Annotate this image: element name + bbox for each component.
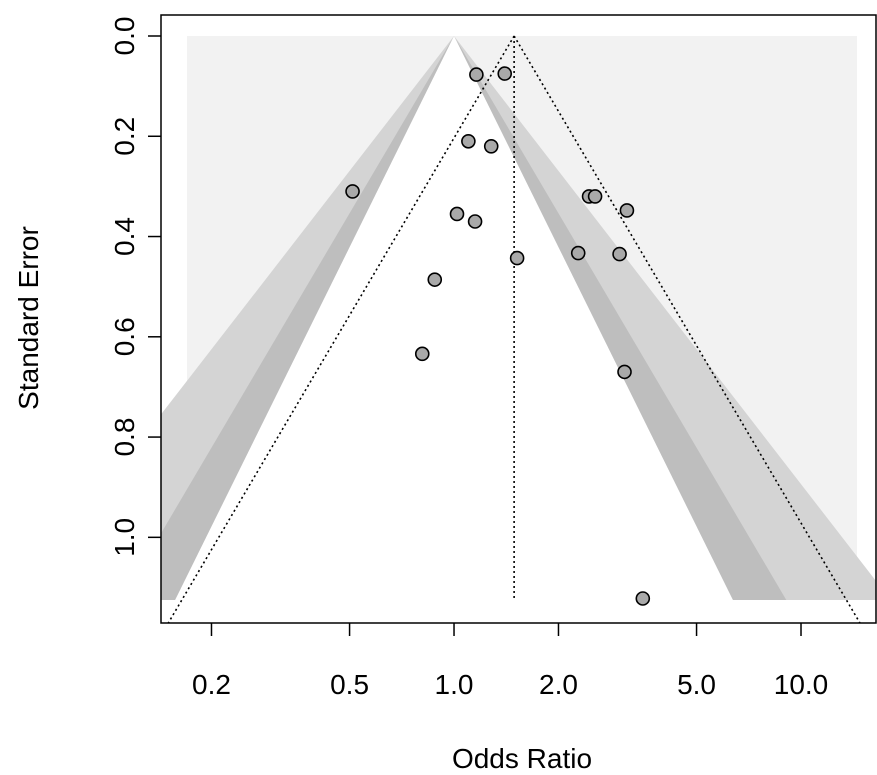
x-tick-label: 2.0 [539, 669, 578, 700]
nonsignificant-region [175, 36, 733, 600]
study-points [345, 66, 651, 606]
y-tick-label: 0.8 [109, 418, 140, 457]
y-tick-label: 0.0 [109, 17, 140, 56]
study-point [619, 203, 635, 218]
x-tick-label: 10.0 [774, 669, 829, 700]
x-tick-label: 0.2 [192, 669, 231, 700]
y-axis: 0.0 0.2 0.4 0.6 0.8 1.0 [109, 17, 161, 557]
study-point [414, 346, 430, 362]
x-tick-label: 1.0 [435, 669, 474, 700]
funnel-lines [167, 35, 861, 623]
y-tick-label: 1.0 [109, 518, 140, 557]
study-point [617, 364, 632, 380]
funnel-right-line [513, 35, 861, 623]
study-point [469, 67, 484, 82]
study-point [427, 272, 443, 287]
study-point [635, 591, 651, 606]
y-tick-label: 0.6 [109, 317, 140, 356]
study-point [497, 66, 513, 81]
study-point [509, 250, 525, 266]
study-point [483, 138, 499, 154]
study-point [467, 214, 483, 229]
x-axis-label: Odds Ratio [452, 743, 592, 774]
y-tick-label: 0.4 [109, 217, 140, 256]
study-point [449, 206, 465, 222]
y-tick-label: 0.2 [109, 117, 140, 156]
study-point [570, 245, 586, 261]
plot-frame [160, 14, 877, 624]
study-point [461, 133, 476, 149]
study-point [345, 184, 360, 199]
funnel-left-line [167, 35, 515, 623]
x-tick-label: 5.0 [677, 669, 716, 700]
study-point [587, 189, 603, 204]
x-axis: 0.2 0.5 1.0 2.0 5.0 10.0 [192, 623, 828, 700]
contour-regions [161, 36, 876, 600]
x-tick-label: 0.5 [330, 669, 369, 700]
y-axis-label: Standard Error [13, 226, 44, 410]
study-point [612, 246, 627, 262]
